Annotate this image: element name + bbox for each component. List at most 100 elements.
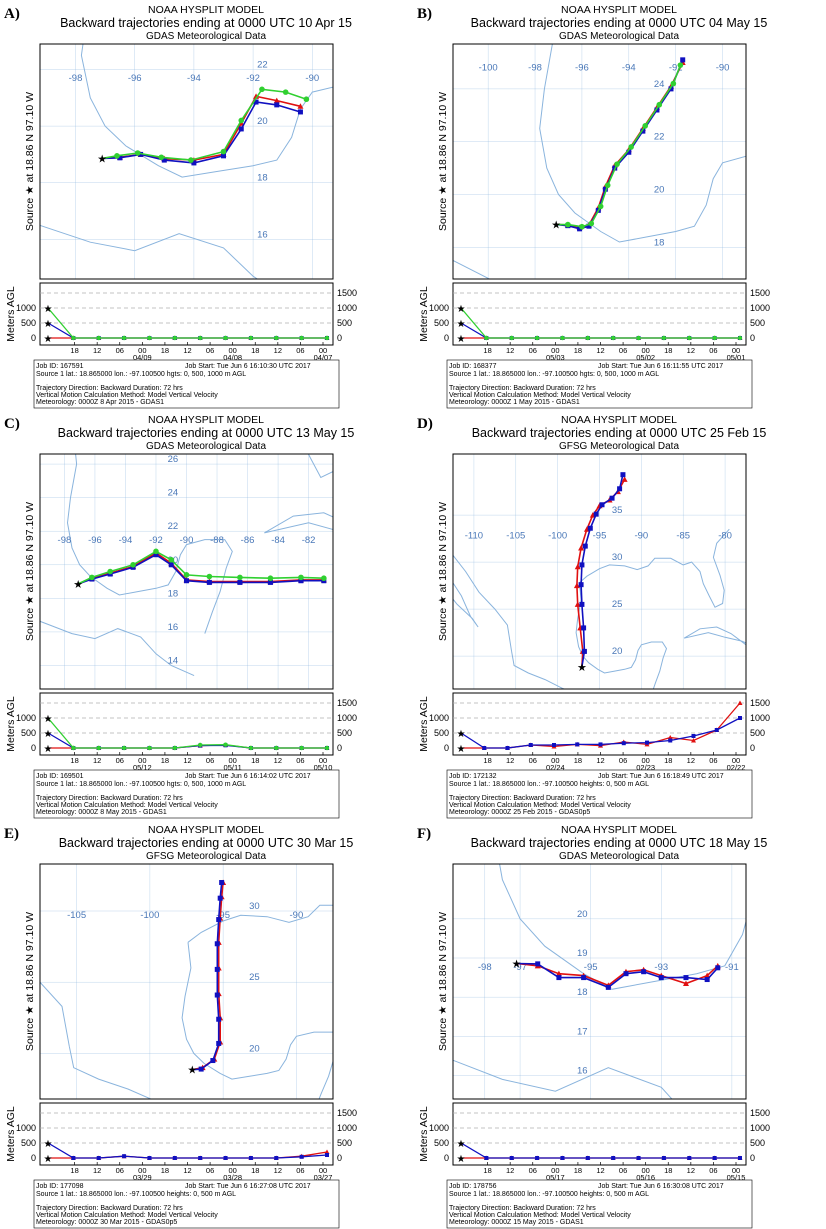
panel-c: C) NOAA HYSPLIT MODEL Backward trajectorie… <box>0 410 413 819</box>
footer-frame <box>446 769 753 819</box>
panel-b: B) NOAA HYSPLIT MODEL Backward trajectorie… <box>413 0 826 409</box>
trajectory-point <box>161 157 167 163</box>
vertical-point <box>121 745 127 751</box>
vertical-tick-label-right: 1500 <box>337 288 357 298</box>
vertical-tick-label-right: 1500 <box>750 1108 770 1118</box>
vertical-source-star-icon: ★ <box>457 1139 466 1150</box>
vertical-tick-label-left: 0 <box>31 1153 36 1163</box>
lat-grid-label: 20 <box>249 1043 260 1054</box>
time-tick-label: 18 <box>251 1166 259 1175</box>
time-tick-label: 12 <box>687 1166 695 1175</box>
trajectory-point <box>628 144 634 150</box>
lat-grid-label: 35 <box>612 505 623 516</box>
map-area: -105 -100 -95 -90 30 25 20 ★ <box>0 864 333 1099</box>
trajectory-point <box>574 563 581 570</box>
vertical-point <box>484 335 489 341</box>
lat-grid-label: 20 <box>577 909 588 920</box>
coastline <box>0 885 11 1009</box>
trajectory-point <box>237 579 243 585</box>
trajectory-point <box>253 99 259 105</box>
vertical-point <box>610 335 616 341</box>
trajectory-point <box>130 561 136 568</box>
source-line: Source 1 lat.: 18.865000 lon.: -97.10050… <box>449 371 659 378</box>
trajectory-point <box>597 203 604 210</box>
vertical-tick-label-left: 500 <box>434 1138 449 1148</box>
date-tick-label: 05/11 <box>224 763 242 772</box>
vertical-point <box>661 1156 666 1160</box>
vertical-red-line <box>461 702 741 749</box>
source-label: Source ★ at 18.86 N 97.10 W <box>24 502 36 641</box>
date-tick-label: 05/10 <box>314 763 333 772</box>
coastline <box>453 581 479 628</box>
vertical-tick-label-left: 0 <box>444 1153 449 1163</box>
lon-grid-label: -94 <box>119 535 133 546</box>
vertical-tick-label-right: 500 <box>750 728 765 738</box>
coastline <box>453 1059 673 1099</box>
vertical-tick-label-right: 500 <box>337 728 352 738</box>
coastline <box>181 942 333 1099</box>
job-start: Job Start: Tue Jun 6 16:10:30 UTC 2017 <box>185 363 311 370</box>
vertical-tick-label-left: 500 <box>434 318 449 328</box>
lat-grid-label: 25 <box>612 599 623 610</box>
lat-grid-label: 26 <box>168 454 179 465</box>
vertical-tick-label-right: 500 <box>337 1138 352 1148</box>
trajectory-point <box>604 182 611 189</box>
vertical-point <box>248 745 254 751</box>
trajectory-point <box>274 102 280 108</box>
vertical-point <box>598 742 603 747</box>
vertical-tick-label-right: 1000 <box>750 303 770 313</box>
vertical-source-star-icon: ★ <box>44 1139 53 1150</box>
time-tick-label: 12 <box>274 756 282 765</box>
job-id: Job ID: 168377 <box>449 363 497 370</box>
job-start: Job Start: Tue Jun 6 16:27:08 UTC 2017 <box>185 1183 311 1190</box>
vertical-point <box>687 335 692 341</box>
trajectory-point <box>654 107 660 113</box>
vertical-point <box>96 1156 101 1160</box>
vertical-tick-label-right: 1000 <box>337 303 357 313</box>
lon-grid-label: -93 <box>654 962 668 973</box>
time-tick-label: 06 <box>296 1166 304 1175</box>
lon-grid-label: -90 <box>290 910 304 921</box>
vertical-point <box>197 742 203 748</box>
trajectory-point <box>656 101 663 108</box>
lon-grid-label: -88 <box>210 535 224 546</box>
time-tick-label: 12 <box>274 1166 282 1175</box>
trajectory-point <box>297 109 303 115</box>
lat-grid-label: 24 <box>654 79 665 90</box>
vertical-point <box>121 335 127 341</box>
panel-label: B) <box>417 6 432 22</box>
trajectory-point <box>579 562 585 568</box>
coastline <box>264 512 333 534</box>
lon-grid-label: -96 <box>575 62 589 73</box>
time-tick-label: 12 <box>506 346 514 355</box>
time-tick-label: 00 <box>319 346 327 355</box>
trajectory-point <box>617 486 623 492</box>
vertical-source-star-icon: ★ <box>44 744 53 755</box>
lon-grid-label: -98 <box>528 62 542 73</box>
panel-e: E) NOAA HYSPLIT MODEL Backward trajectorie… <box>0 820 413 1229</box>
trajectory-point <box>599 502 605 508</box>
trajectory-point <box>609 495 615 501</box>
source-star-icon: ★ <box>577 662 587 674</box>
vertical-point <box>509 1156 514 1160</box>
time-tick-label: 06 <box>206 346 214 355</box>
lat-grid-label: 18 <box>257 173 268 184</box>
trajectory-point <box>138 151 144 157</box>
lat-grid-label: 18 <box>168 588 179 599</box>
trajectory-green-line <box>77 550 324 585</box>
trajectory-point <box>588 220 595 227</box>
trajectory-point <box>89 574 95 581</box>
panel-f: F) NOAA HYSPLIT MODEL Backward trajectorie… <box>413 820 826 1229</box>
vertical-frame <box>452 1102 747 1166</box>
date-tick-label: 04/08 <box>223 353 242 362</box>
time-tick-label: 12 <box>687 346 695 355</box>
lat-grid-label: 25 <box>249 972 260 983</box>
vertical-point <box>482 746 487 750</box>
vertical-point <box>248 1156 253 1160</box>
date-tick-label: 04/07 <box>314 353 333 362</box>
trajectory-point <box>168 562 174 568</box>
model-title: NOAA HYSPLIT MODEL <box>561 4 677 16</box>
trajectory-blue-line <box>77 553 324 585</box>
trajectory-point <box>535 961 541 967</box>
trajectory-point <box>298 578 304 584</box>
